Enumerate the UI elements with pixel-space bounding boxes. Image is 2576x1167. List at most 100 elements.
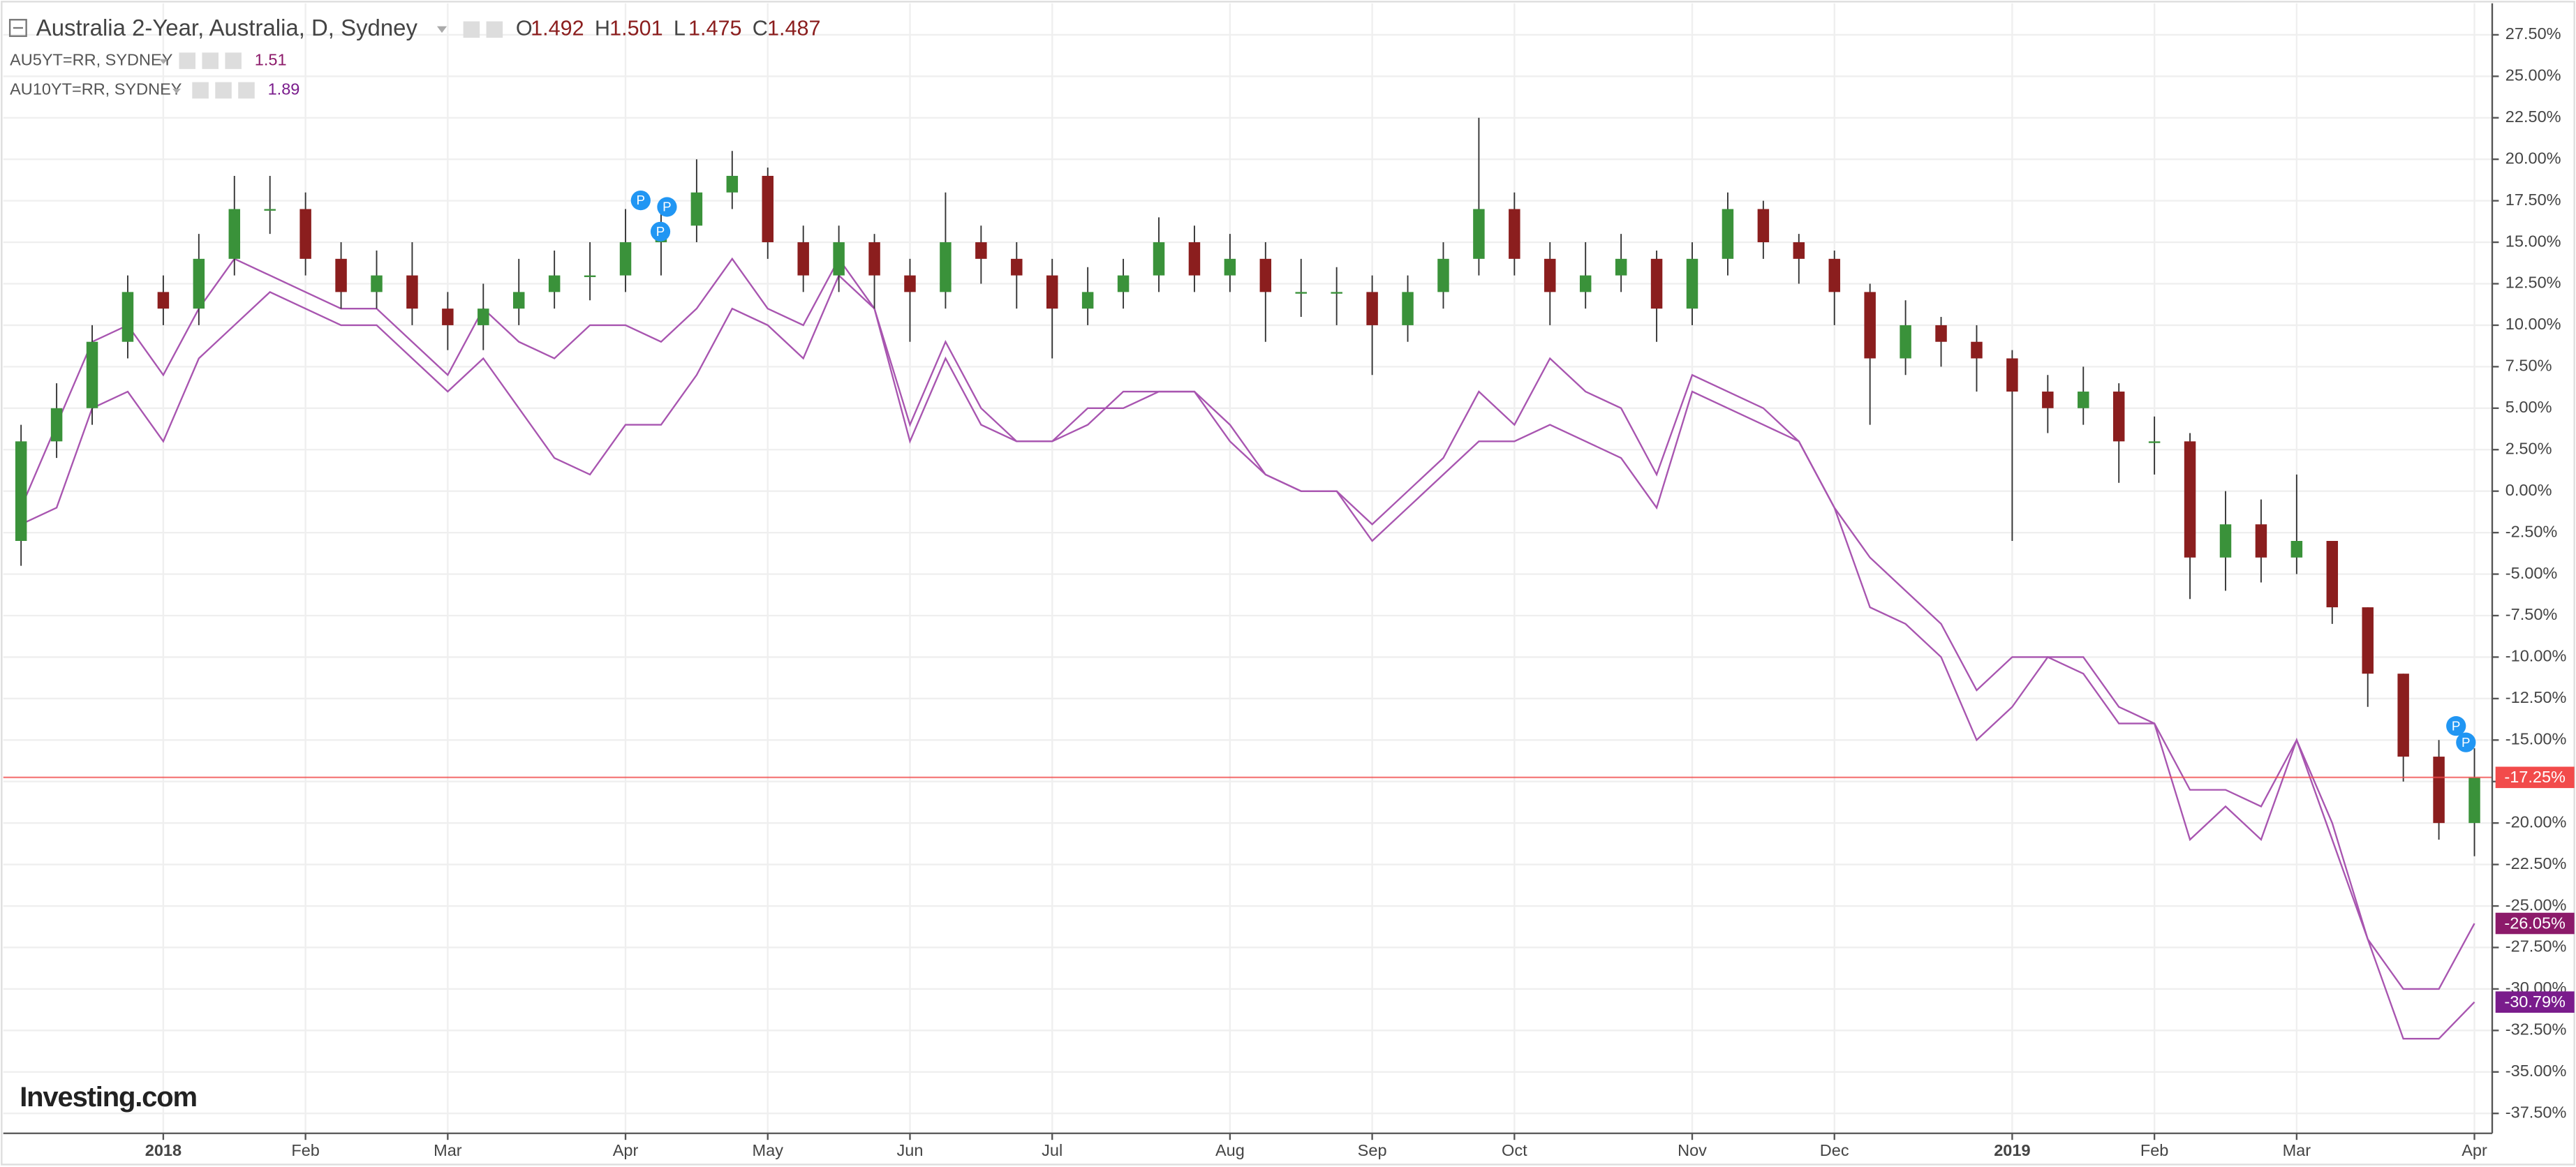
- candle-body: [762, 175, 773, 243]
- candle-body: [1046, 275, 1058, 309]
- event-marker[interactable]: [2446, 716, 2466, 736]
- candle-body: [1011, 258, 1023, 276]
- marks: [3, 117, 2492, 1040]
- legend-name: AU5YT=RR, SYDNEY: [10, 50, 173, 68]
- candle-body: [690, 192, 703, 226]
- ohlc-value: 1.492: [531, 16, 584, 40]
- y-tick-label: -7.50%: [2505, 605, 2558, 623]
- y-tick-label: 17.50%: [2505, 191, 2561, 209]
- candle-body: [904, 275, 916, 292]
- ohlc: O1.492 H 1.501 L 1.475 C 1.487: [516, 16, 821, 40]
- header: Australia 2-Year, Australia, D, Sydney O…: [8, 15, 821, 99]
- x-tick-label: Sep: [1358, 1141, 1387, 1159]
- candle-body: [1650, 258, 1663, 309]
- y-tick-label: 7.50%: [2505, 357, 2552, 375]
- event-marker-label: P: [2462, 735, 2471, 750]
- candle-body: [2468, 777, 2480, 824]
- candle-body: [1259, 258, 1272, 292]
- candle-body: [1828, 258, 1840, 292]
- y-tick-label: -2.50%: [2505, 522, 2558, 540]
- candle-body: [619, 242, 632, 276]
- y-tick-label: -37.50%: [2505, 1103, 2567, 1121]
- y-tick-label: -5.00%: [2505, 564, 2558, 582]
- candle-body: [1935, 325, 1947, 342]
- candle-body: [406, 275, 418, 309]
- event-marker[interactable]: [630, 190, 651, 211]
- candle-body: [1117, 275, 1130, 292]
- ohlc-value: 1.501: [609, 16, 663, 40]
- candle-body: [1402, 292, 1414, 325]
- event-marker[interactable]: [657, 197, 677, 217]
- candle-body: [157, 292, 170, 309]
- event-marker-label: P: [656, 224, 665, 239]
- y-tick-label: 25.00%: [2505, 66, 2561, 84]
- y-tick-label: 15.00%: [2505, 232, 2561, 250]
- x-tick-label: Mar: [2283, 1141, 2311, 1159]
- collapse-icon[interactable]: [8, 19, 27, 37]
- candle-body: [1579, 275, 1592, 292]
- price-badge-label: -30.79%: [2504, 993, 2566, 1011]
- candle-body: [228, 209, 241, 259]
- settings-icon: [179, 52, 196, 69]
- candle-body: [2362, 607, 2374, 674]
- settings-icon: [202, 52, 219, 69]
- x-tick-label: Mar: [434, 1141, 462, 1159]
- candle-body: [86, 341, 98, 408]
- candle-body: [975, 242, 987, 259]
- y-tick-label: -12.50%: [2505, 688, 2567, 706]
- candle-body: [1295, 292, 1307, 294]
- settings-icon: [215, 82, 232, 99]
- x-tick-label: Aug: [1215, 1141, 1245, 1159]
- candle-body: [1331, 292, 1342, 294]
- y-tick-label: 20.00%: [2505, 149, 2561, 167]
- candle-body: [1081, 292, 1094, 309]
- candle-body: [1366, 292, 1378, 325]
- candle-body: [15, 441, 27, 542]
- candle-body: [2433, 757, 2445, 824]
- candle-body: [2219, 524, 2232, 558]
- candle-body: [726, 175, 739, 193]
- candle-body: [1900, 325, 1911, 359]
- p-markers: P P P P P: [630, 190, 2476, 752]
- legend-value: 1.89: [268, 80, 300, 98]
- title: Australia 2-Year, Australia, D, Sydney: [36, 15, 418, 40]
- x-tick-label: Feb: [2140, 1141, 2169, 1159]
- y-tick-label: -15.00%: [2505, 730, 2567, 748]
- settings-icon[interactable]: [486, 21, 503, 38]
- candle-body: [1793, 242, 1805, 259]
- candle-body: [299, 209, 311, 259]
- candle-body: [548, 275, 561, 292]
- x-tick-label: Apr: [613, 1141, 639, 1159]
- dropdown-icon[interactable]: [436, 26, 447, 34]
- price-badge: [2495, 766, 2575, 789]
- candle-body: [1971, 341, 1983, 359]
- candle-body: [1686, 258, 1698, 309]
- price-badge-label: -26.05%: [2504, 914, 2566, 932]
- x-tick-label: Nov: [1678, 1141, 1707, 1159]
- y-tick-label: 0.00%: [2505, 481, 2552, 499]
- event-marker[interactable]: [2456, 732, 2476, 752]
- legend-name: AU10YT=RR, SYDNEY: [10, 80, 182, 98]
- y-tick-label: 22.50%: [2505, 107, 2561, 126]
- x-tick-label: Jun: [897, 1141, 924, 1159]
- candle-body: [121, 292, 134, 342]
- candle-body: [2326, 541, 2339, 608]
- settings-icon: [192, 82, 209, 99]
- candle-body: [1437, 258, 1449, 292]
- candle-body: [1224, 258, 1236, 276]
- settings-icon[interactable]: [463, 21, 480, 38]
- y-tick-label: -27.50%: [2505, 937, 2567, 956]
- candle-body: [2255, 524, 2267, 558]
- y-tick-label: -22.50%: [2505, 854, 2567, 872]
- candle-body: [1509, 209, 1520, 259]
- candle-body: [264, 209, 276, 211]
- candle-body: [868, 242, 880, 276]
- series-line: [20, 257, 2475, 990]
- candle-body: [1473, 209, 1485, 259]
- candle-body: [193, 258, 205, 309]
- event-marker[interactable]: [650, 221, 671, 241]
- ohlc-key: H: [595, 16, 610, 40]
- price-badge: [2495, 912, 2575, 935]
- candle-body: [371, 275, 383, 292]
